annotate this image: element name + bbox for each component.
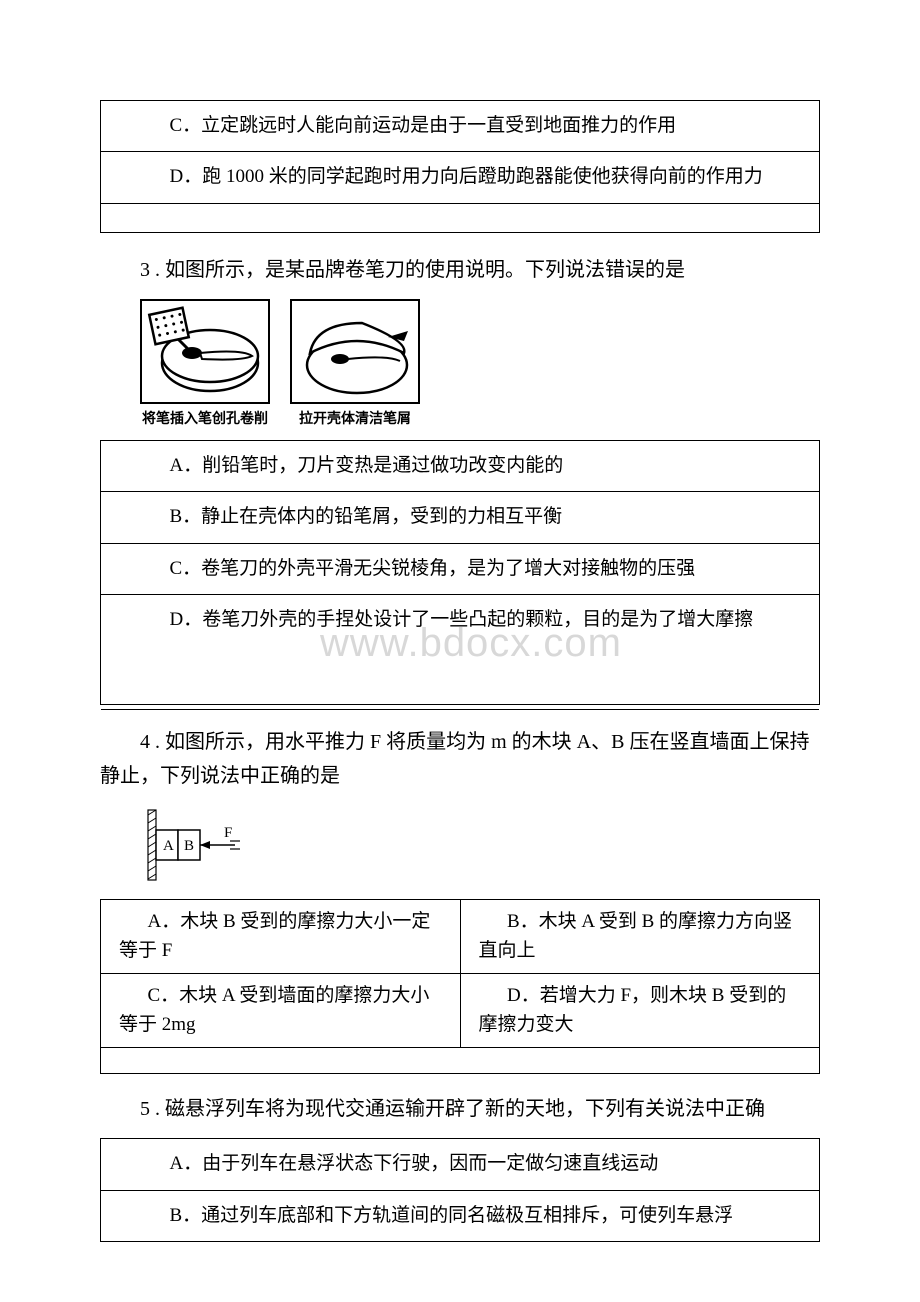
q2-empty-row	[101, 204, 819, 232]
q3-figure-1: 将笔插入笔创孔卷削	[140, 299, 270, 428]
sharpener-insert-icon	[142, 301, 270, 404]
q2-option-c: C．立定跳远时人能向前运动是由于一直受到地面推力的作用	[101, 101, 819, 152]
q3-option-b-text: B．静止在壳体内的铅笔屑，受到的力相互平衡	[141, 502, 801, 532]
block-a-label: A	[163, 838, 174, 854]
q2-option-c-text: C．立定跳远时人能向前运动是由于一直受到地面推力的作用	[141, 111, 801, 141]
q3-option-c: C．卷笔刀的外壳平滑无尖锐棱角，是为了增大对接触物的压强	[101, 544, 819, 595]
q5-option-b-text: B．通过列车底部和下方轨道间的同名磁极互相排斥，可使列车悬浮	[141, 1201, 801, 1231]
q3-figure-2: 拉开壳体清洁笔屑	[290, 299, 420, 428]
q3-option-a: A．削铅笔时，刀片变热是通过做功改变内能的	[101, 441, 819, 492]
q3-options-box: A．削铅笔时，刀片变热是通过做功改变内能的 B．静止在壳体内的铅笔屑，受到的力相…	[100, 440, 820, 706]
q4-option-c: C．木块 A 受到墙面的摩擦力大小等于 2mg	[101, 974, 461, 1048]
q4-option-d: D．若增大力 F，则木块 B 受到的摩擦力变大	[460, 974, 820, 1048]
q2-option-d: D．跑 1000 米的同学起跑时用力向后蹬助跑器能使他获得向前的作用力	[101, 152, 819, 203]
q3-figure-2-image	[290, 299, 420, 404]
q4-option-c-text: C．木块 A 受到墙面的摩擦力大小等于 2mg	[119, 982, 446, 1039]
q4-option-b-text: B．木块 A 受到 B 的摩擦力方向竖直向上	[479, 908, 806, 965]
q4-diagram: A B F	[140, 805, 260, 885]
q3-option-a-text: A．削铅笔时，刀片变热是通过做功改变内能的	[141, 451, 801, 481]
watermark-text: www.bdocx.com	[141, 611, 801, 675]
q3-option-d: D．卷笔刀外壳的手捏处设计了一些凸起的颗粒，目的是为了增大摩擦 www.bdoc…	[101, 595, 819, 710]
blocks-wall-force-icon: A B F	[140, 805, 260, 885]
force-f-label: F	[224, 825, 232, 841]
q3-figure-1-image	[140, 299, 270, 404]
q2-options-box: C．立定跳远时人能向前运动是由于一直受到地面推力的作用 D．跑 1000 米的同…	[100, 100, 820, 233]
q4-option-d-text: D．若增大力 F，则木块 B 受到的摩擦力变大	[479, 982, 806, 1039]
q4-option-a-text: A．木块 B 受到的摩擦力大小一定等于 F	[119, 908, 446, 965]
q5-option-a: A．由于列车在悬浮状态下行驶，因而一定做匀速直线运动	[101, 1139, 819, 1190]
q3-option-b: B．静止在壳体内的铅笔屑，受到的力相互平衡	[101, 492, 819, 543]
q3-figure-1-caption: 将笔插入笔创孔卷削	[140, 408, 270, 428]
sharpener-open-icon	[292, 301, 420, 404]
q5-stem: 5 . 磁悬浮列车将为现代交通运输开辟了新的天地，下列有关说法中正确	[100, 1092, 820, 1126]
q5-option-a-text: A．由于列车在悬浮状态下行驶，因而一定做匀速直线运动	[141, 1149, 801, 1179]
q3-option-c-text: C．卷笔刀的外壳平滑无尖锐棱角，是为了增大对接触物的压强	[141, 554, 801, 584]
q4-option-b: B．木块 A 受到 B 的摩擦力方向竖直向上	[460, 900, 820, 974]
q2-option-d-text: D．跑 1000 米的同学起跑时用力向后蹬助跑器能使他获得向前的作用力	[141, 162, 801, 192]
q3-figure-2-caption: 拉开壳体清洁笔屑	[290, 408, 420, 428]
q4-option-a: A．木块 B 受到的摩擦力大小一定等于 F	[101, 900, 461, 974]
block-b-label: B	[184, 838, 194, 854]
q3-stem: 3 . 如图所示，是某品牌卷笔刀的使用说明。下列说法错误的是	[100, 253, 820, 287]
q4-options-table: A．木块 B 受到的摩擦力大小一定等于 F B．木块 A 受到 B 的摩擦力方向…	[100, 899, 820, 1074]
q5-options-box: A．由于列车在悬浮状态下行驶，因而一定做匀速直线运动 B．通过列车底部和下方轨道…	[100, 1138, 820, 1242]
q5-option-b: B．通过列车底部和下方轨道间的同名磁极互相排斥，可使列车悬浮	[101, 1191, 819, 1241]
q4-stem: 4 . 如图所示，用水平推力 F 将质量均为 m 的木块 A、B 压在竖直墙面上…	[100, 725, 820, 793]
q4-empty-row	[101, 1048, 820, 1074]
q3-figures: 将笔插入笔创孔卷削 拉开壳体清洁笔屑	[140, 299, 820, 428]
